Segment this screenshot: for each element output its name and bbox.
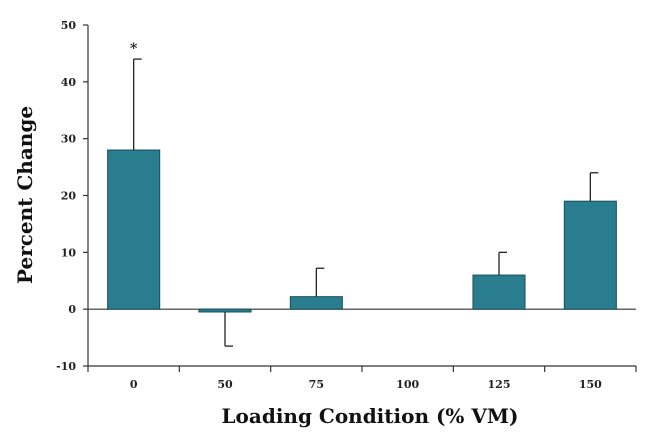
y-tick-label: 30 [61,133,77,146]
y-axis-label: Percent Change [13,106,37,284]
x-tick-label: 150 [579,378,602,391]
x-axis-label: Loading Condition (% VM) [221,404,518,428]
axes [87,25,636,367]
y-ticks: -10 0 10 20 30 40 50 [56,19,88,373]
bars: * [107,41,617,347]
x-tick-label: 100 [396,378,419,391]
y-tick-label: -10 [56,360,76,373]
x-tick-label: 0 [130,378,138,391]
bar [198,308,252,313]
y-tick-label: 40 [61,76,77,89]
bar [472,274,526,310]
bar [289,296,343,310]
y-tick-label: 20 [61,190,77,203]
significance-marker: * [130,41,138,57]
bar [107,149,161,310]
bar [563,200,617,310]
x-tick-label: 125 [488,378,511,391]
y-tick-label: 10 [61,246,77,259]
y-tick-label: 50 [61,19,77,32]
y-tick-label: 0 [68,303,76,316]
x-ticks: 0 50 75 100 125 150 [87,366,637,391]
x-tick-label: 75 [309,378,324,391]
x-tick-label: 50 [217,378,233,391]
